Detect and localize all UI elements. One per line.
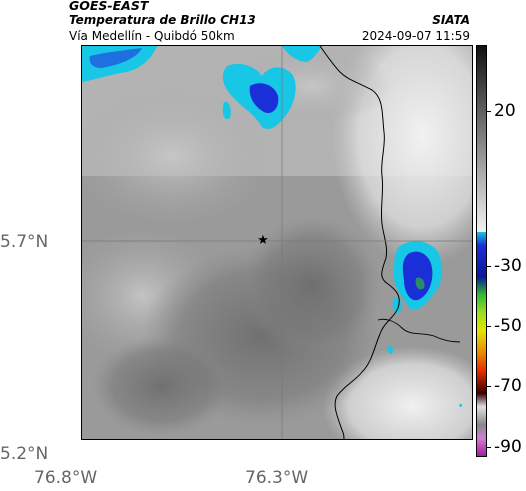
route-subtitle: Vía Medellín - Quibdó 50km — [69, 29, 235, 43]
colorbar — [476, 45, 487, 457]
colorbar-label: -90 — [494, 437, 522, 457]
colorbar-tick — [486, 111, 491, 112]
lat-label-5-7: 5.7°N — [0, 232, 49, 252]
colorbar-label: 20 — [494, 101, 516, 121]
colorbar-tick — [486, 266, 491, 267]
colorbar-tick — [486, 326, 491, 327]
lat-label-5-2: 5.2°N — [0, 444, 49, 464]
timestamp: 2024-09-07 11:59 — [361, 29, 470, 43]
colorbar-label: -50 — [494, 316, 522, 336]
org-label: SIATA — [432, 13, 470, 27]
colorbar-tick — [486, 386, 491, 387]
colorbar-label: -30 — [494, 256, 522, 276]
lon-label-76-3: 76.3°W — [245, 468, 309, 488]
product-title: Temperatura de Brillo CH13 — [69, 13, 256, 27]
satellite-title: GOES-EAST — [69, 0, 149, 13]
colorbar-tick — [486, 447, 491, 448]
location-star-icon: ★ — [257, 233, 269, 248]
satellite-map: ★ — [81, 45, 473, 440]
colorbar-label: -70 — [494, 376, 522, 396]
lon-label-76-8: 76.8°W — [34, 468, 98, 488]
map-canvas: ★ — [82, 46, 472, 439]
